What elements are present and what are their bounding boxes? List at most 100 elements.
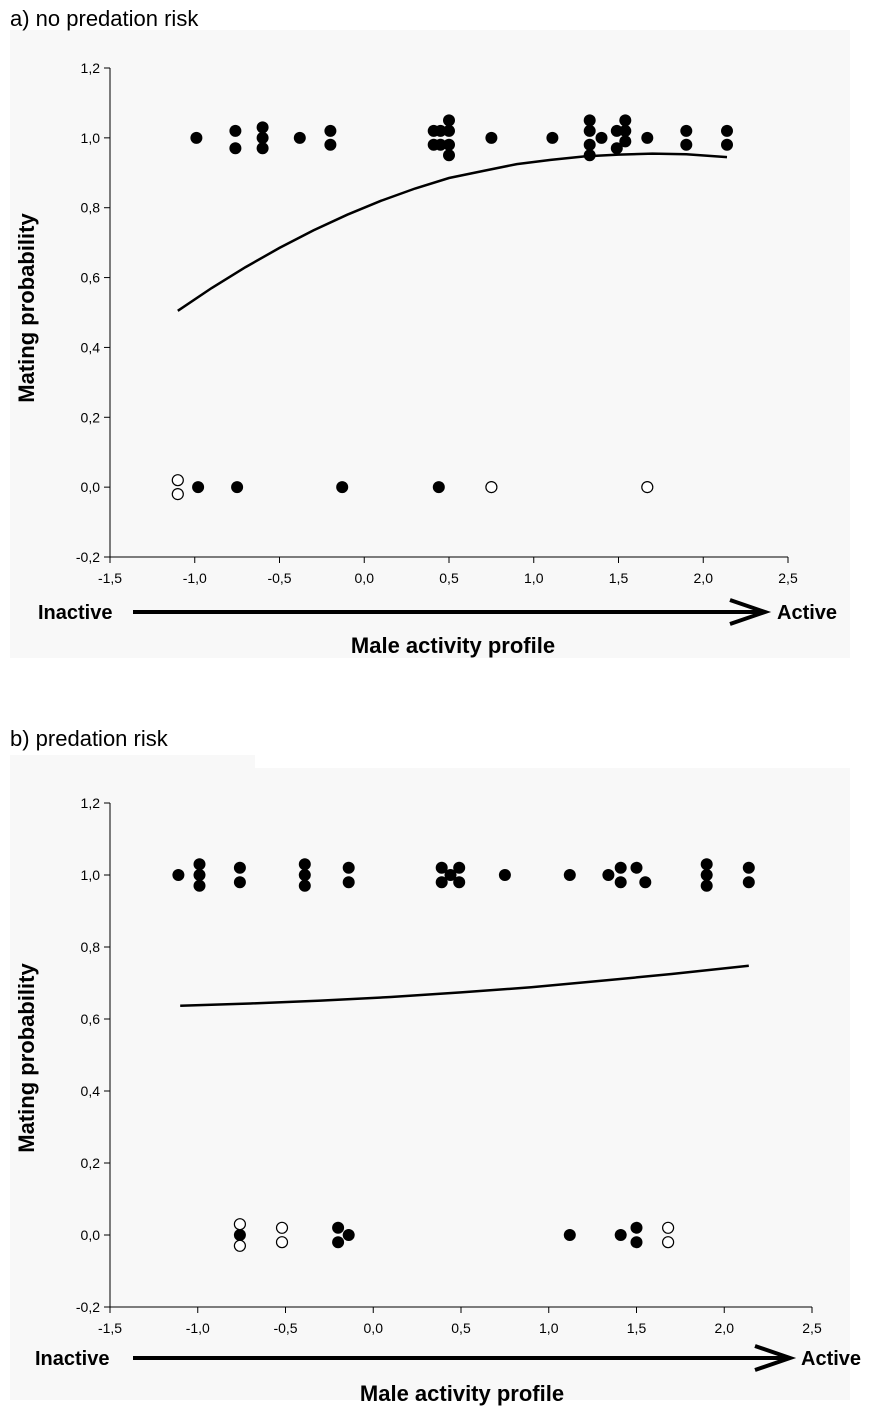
panel-b-open-point [233,1239,246,1252]
panel-b-filled-point [332,1221,345,1234]
panel-b: b) predation risk -0,2 0,0 0,2 0,4 0,6 0,8 1,0… [10,726,861,1406]
panel-b-filled-point [639,876,652,889]
panel-b-filled-point [563,1229,576,1241]
panel-b-fitted-curve [180,964,749,1007]
panel-a-x-tick-label: -0,5 [267,570,291,586]
panel-b-filled-point [298,879,311,892]
panel-b-filled-point [444,869,457,881]
panel-a-filled-point [583,114,596,127]
panel-a-y-tick-label: 1,0 [81,130,101,146]
panel-b-filled-point [614,1229,627,1241]
panel-a-x-tick-label: 2,0 [694,570,714,586]
panel-a-x-tick-label: 1,5 [609,570,629,586]
panel-a-filled-point [443,149,455,162]
panel-a-y-tick-label: 0,6 [81,270,101,286]
panel-b-x-tick-label: 0,0 [364,1320,384,1336]
panel-b-open-point [661,1236,675,1249]
panel-a-inactive-label: Inactive [38,602,112,624]
panel-a-x-tick-label: 0,0 [355,570,375,586]
panel-b-filled-point [435,876,448,889]
panel-a-filled-point [293,131,306,144]
panel-b-x-tick-label: 1,5 [627,1320,647,1336]
panel-a-y-axis-title: Mating probability [14,213,39,403]
panel-b-plot: -0,2 0,0 0,2 0,4 0,6 0,8 1,0 1,2 -1,5 -1,0 -0,5 0,0… [76,795,822,1336]
panel-b-y-axis-title: Mating probability [14,963,39,1153]
panel-a-filled-point [324,138,337,151]
panel-b-filled-point [172,869,185,881]
panel-b-filled-point [298,869,311,881]
panel-b-x-tick-label: -1,0 [186,1320,210,1336]
panel-a-title: a) no predation risk [10,6,199,31]
panel-a-x-tick-label: 2,5 [778,570,798,586]
panel-a-active-label: Active [777,602,837,624]
panel-a-filled-point [485,131,498,144]
panel-b-x-tick-label: -0,5 [273,1320,297,1336]
panel-b-y-tick-label: 1,0 [81,867,101,883]
panel-a-filled-point [583,138,596,151]
panel-a-filled-point [336,481,349,494]
panel-b-filled-point [233,1229,246,1241]
panel-a-filled-point [324,124,337,137]
panel-a-filled-point [443,114,455,127]
panel-a-filled-point [443,124,455,137]
panel-a-filled-point [432,481,445,494]
panel-a-fitted-curve [177,152,728,312]
panel-b-filled-point [453,861,466,874]
panel-a-filled-point [610,124,623,137]
panel-a-filled-point [721,138,733,151]
panel-a-filled-point [619,124,632,137]
panel-a-filled-point [256,142,269,155]
panel-a-activity-arrow [133,598,772,626]
panel-a-y-tick-label: 1,2 [81,60,101,76]
panel-b-x-tick-label: -1,5 [98,1320,122,1336]
panel-b-filled-point [563,869,576,881]
panel-b-title: b) predation risk [10,726,169,751]
panel-b-x-tick-label: 2,5 [802,1320,822,1336]
panel-b-y-tick-label: -0,2 [76,1299,100,1315]
panel-a-x-tick-label: 0,5 [439,570,459,586]
panel-b-activity-arrow [133,1344,797,1372]
panel-b-x-tick-label: 0,5 [451,1320,471,1336]
panel-a-filled-point [641,131,654,144]
panel-a-filled-point [680,124,693,137]
panel-a: a) no predation risk -0,2 0,0 0,2 0,4 0,6 0,8… [10,6,850,658]
panel-b-filled-point [342,1229,355,1241]
panel-a-plot: -0,2 0,0 0,2 0,4 0,6 0,8 1,0 1,2 -1,5 -1,0 -0,5 0,0… [76,60,798,586]
panel-a-x-axis-title: Male activity profile [351,633,555,658]
panel-a-filled-point [434,138,447,151]
panel-a-filled-point [256,121,269,134]
panel-a-filled-point [721,124,733,137]
panel-b-y-tick-label: 1,2 [81,795,101,811]
panel-a-filled-point [192,481,205,494]
panel-b-open-point [275,1221,289,1234]
panel-b-y-tick-label: 0,8 [81,939,101,955]
panel-b-filled-point [193,879,206,892]
panel-a-y-tick-label: 0,4 [81,339,101,355]
panel-a-filled-point [610,142,623,155]
panel-a-filled-point [619,114,632,127]
panel-b-filled-point [614,861,627,874]
panel-b-filled-point [602,869,615,881]
panel-a-y-tick-label: 0,0 [81,479,101,495]
panel-a-background [10,30,850,658]
panel-a-y-tick-label: 0,2 [81,409,101,425]
panel-b-active-label: Active [801,1348,861,1370]
panel-a-filled-point [190,131,203,144]
panel-a-filled-point [229,142,242,155]
panel-b-filled-point [614,876,627,889]
panel-b-filled-point [298,858,311,871]
panel-b-filled-point [453,876,466,889]
panel-a-filled-point [229,124,242,137]
panel-b-filled-point [700,869,713,881]
panel-b-filled-point [435,861,448,874]
panel-b-filled-point [498,869,511,881]
panel-b-x-axis-title: Male activity profile [360,1381,564,1406]
panel-a-filled-point [434,124,447,137]
panel-a-filled-point [231,481,244,494]
panel-b-background [10,768,850,1400]
panel-b-title-background [10,755,255,770]
panel-b-filled-point [193,869,206,881]
panel-b-y-tick-label: 0,0 [81,1227,101,1243]
panel-b-filled-point [193,858,206,871]
panel-a-open-point [171,488,184,501]
